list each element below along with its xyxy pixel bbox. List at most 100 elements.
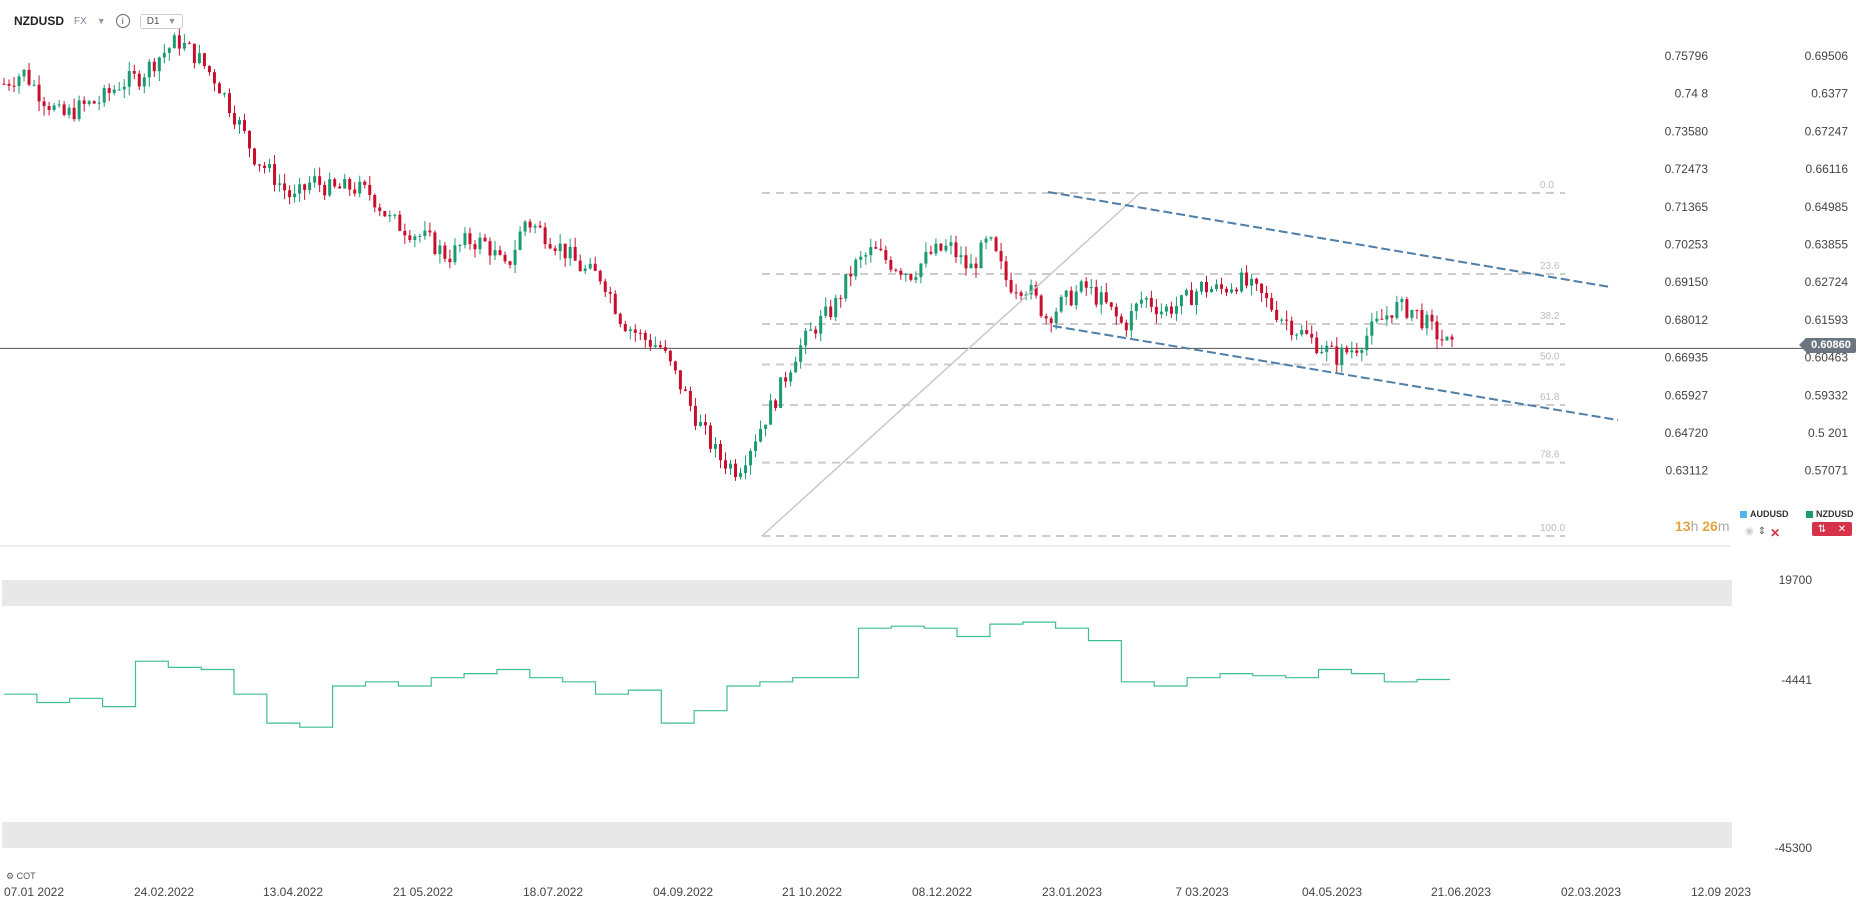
x-axis-label: 13.04.2022 [263,885,323,899]
candle-body [1350,350,1354,353]
candle-body [628,329,632,332]
cot-indicator-pane [2,580,1732,848]
chevron-down-icon: ▼ [167,16,177,26]
x-axis-label: 07.01 2022 [4,885,64,899]
candle-body [558,243,562,252]
candle-body [273,163,277,185]
close-icon[interactable]: ✕ [1770,526,1781,540]
candle-body [1270,298,1274,310]
candle-body [899,270,903,275]
candle-body [333,179,337,187]
candle-body [57,104,61,106]
candle-body [1169,306,1173,314]
candle-body [1240,272,1244,292]
audusd-axis-label: 0.64720 [1665,426,1709,440]
symbol-label[interactable]: NZDUSD [14,14,64,28]
candle-body [543,227,547,245]
eye-icon[interactable]: ◉ [1745,526,1754,537]
fib-level-label: 61.8 [1540,392,1560,403]
nzdusd-axis-label: 0.6377 [1811,87,1848,101]
candle-body [1104,292,1108,303]
candle-body [914,277,918,280]
candle-body [819,315,823,334]
candle-body [1420,310,1424,329]
candle-body [834,297,838,318]
fib-level-label: 38.2 [1540,311,1560,322]
candle-body [1320,351,1324,354]
candle-body [423,230,427,236]
candle-body [1119,316,1123,323]
legend-audusd[interactable]: AUDUSD [1740,509,1789,519]
candle-body [142,77,146,87]
cot-axis-label: -45300 [1775,841,1813,855]
candle-body [1139,299,1143,304]
candle-body [1089,286,1093,288]
candle-body [42,101,46,107]
candle-body [32,84,36,86]
candle-body [1295,334,1299,336]
candle-body [613,293,617,314]
audusd-axis-label: 0.72473 [1665,162,1709,176]
candle-body [508,261,512,265]
candle-body [668,350,672,362]
candle-body [1199,281,1203,292]
candle-body [87,101,91,104]
candle-body [1375,318,1379,322]
candle-body [1179,295,1183,307]
candle-body [1149,297,1153,307]
candle-body [433,232,437,254]
candle-body [112,89,116,93]
candle-body [1325,345,1329,352]
reorder-icon[interactable]: ⇕ [1757,526,1767,537]
candle-body [343,178,347,189]
candle-body [393,214,397,216]
audusd-axis-label: 0.73580 [1665,124,1709,138]
audusd-axis-label: 0.69150 [1665,275,1709,289]
candle-body [964,255,968,269]
legend-nzdusd[interactable]: NZDUSD [1806,509,1854,519]
candle-body [1445,336,1449,341]
candle-body [7,83,11,86]
candle-body [794,361,798,373]
candle-countdown-timer: 13h 26m [1675,518,1730,534]
candle-body [348,178,352,190]
timeframe-select[interactable]: D1 ▼ [139,13,184,29]
settings-icon[interactable]: ⇅ [1817,523,1827,535]
candle-body [258,164,262,166]
nzdusd-series-controls[interactable]: ⇅ ✕ [1812,522,1852,536]
candlestick-series [2,28,1454,481]
candle-body [538,225,542,228]
candle-body [673,361,677,371]
settings-icon[interactable]: ⚙ [6,871,15,881]
info-icon[interactable]: i [115,14,130,28]
cot-label: COT [16,871,36,881]
candle-body [769,400,773,425]
candle-body [869,247,873,256]
candle-body [353,189,357,194]
candle-body [268,163,272,169]
candle-body [52,105,56,110]
candle-body [663,347,667,351]
candle-body [989,237,993,239]
candle-body [1305,330,1309,334]
candle-body [799,345,803,362]
cot-indicator-label[interactable]: ⚙ COT [6,871,36,882]
candle-body [553,248,557,252]
candle-body [1310,333,1314,338]
nzdusd-axis-label: 0.66116 [1806,162,1849,176]
candle-body [723,460,727,469]
candle-body [638,332,642,334]
candle-body [1204,281,1208,293]
candle-body [754,441,758,451]
candle-body [1029,285,1033,295]
candle-body [1099,292,1103,305]
candle-body [633,329,637,333]
chevron-down-icon[interactable]: ▼ [96,16,106,26]
candle-body [378,207,382,212]
candle-body [814,329,818,334]
channel-lower-line [1052,325,1619,421]
candle-body [368,184,372,195]
candle-body [47,106,51,110]
close-icon[interactable]: ✕ [1837,523,1847,535]
